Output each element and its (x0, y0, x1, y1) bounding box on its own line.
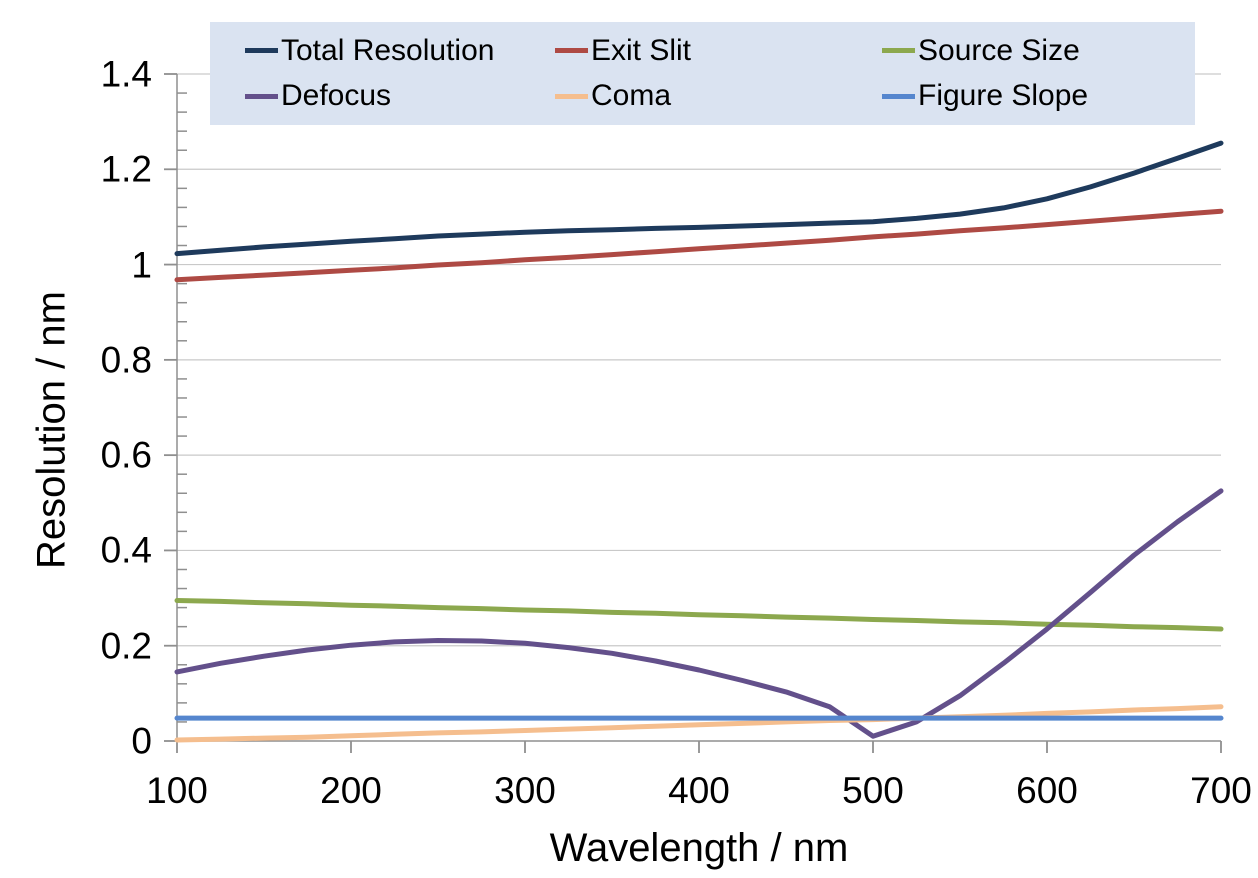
y-tick-label: 0 (131, 720, 152, 762)
legend-swatch-defocus (245, 93, 278, 99)
legend-item-source-size: Source Size (882, 33, 1195, 67)
x-tick-label: 600 (1016, 770, 1078, 811)
legend-swatch-total-resolution (245, 48, 278, 54)
legend: Total Resolution Exit Slit Source Size Defo… (210, 22, 1195, 125)
x-tick-label: 100 (146, 770, 208, 811)
series-line-defocus (174, 488, 1224, 739)
y-tick-label: 0.6 (100, 434, 152, 476)
legend-swatch-exit-slit (555, 48, 588, 54)
legend-label: Coma (591, 79, 672, 113)
legend-label: Source Size (918, 33, 1080, 67)
series-line-coma (174, 704, 1224, 743)
y-tick-label: 0.8 (100, 339, 152, 381)
y-tick-label: 0.4 (100, 529, 152, 571)
y-axis-title: Resolution / nm (29, 291, 74, 569)
series-line-source-size (174, 598, 1224, 632)
y-tick-label: 1.4 (100, 53, 152, 95)
legend-item-coma: Coma (555, 80, 882, 112)
legend-swatch-source-size (882, 48, 915, 54)
legend-item-defocus: Defocus (245, 80, 555, 112)
x-tick-label: 700 (1190, 770, 1252, 811)
x-tick-label: 500 (842, 770, 904, 811)
legend-swatch-coma (555, 93, 588, 99)
y-tick-label: 1.2 (100, 148, 152, 190)
legend-label: Figure Slope (918, 79, 1089, 113)
legend-label: Exit Slit (591, 33, 692, 67)
y-tick-label: 0.2 (100, 625, 152, 667)
legend-item-figure-slope: Figure Slope (882, 80, 1195, 112)
series-line-exit-slit (174, 208, 1224, 283)
x-tick-label: 400 (668, 770, 730, 811)
series-line-total-resolution (174, 140, 1224, 257)
y-tick-label: 1 (131, 244, 152, 286)
legend-label: Defocus (281, 79, 392, 113)
legend-item-exit-slit: Exit Slit (555, 33, 882, 67)
legend-swatch-figure-slope (882, 93, 915, 99)
x-tick-label: 200 (320, 770, 382, 811)
x-axis-title: Wavelength / nm (549, 826, 849, 870)
legend-item-total-resolution: Total Resolution (245, 33, 555, 67)
x-tick-label: 300 (494, 770, 556, 811)
legend-label: Total Resolution (281, 33, 495, 67)
